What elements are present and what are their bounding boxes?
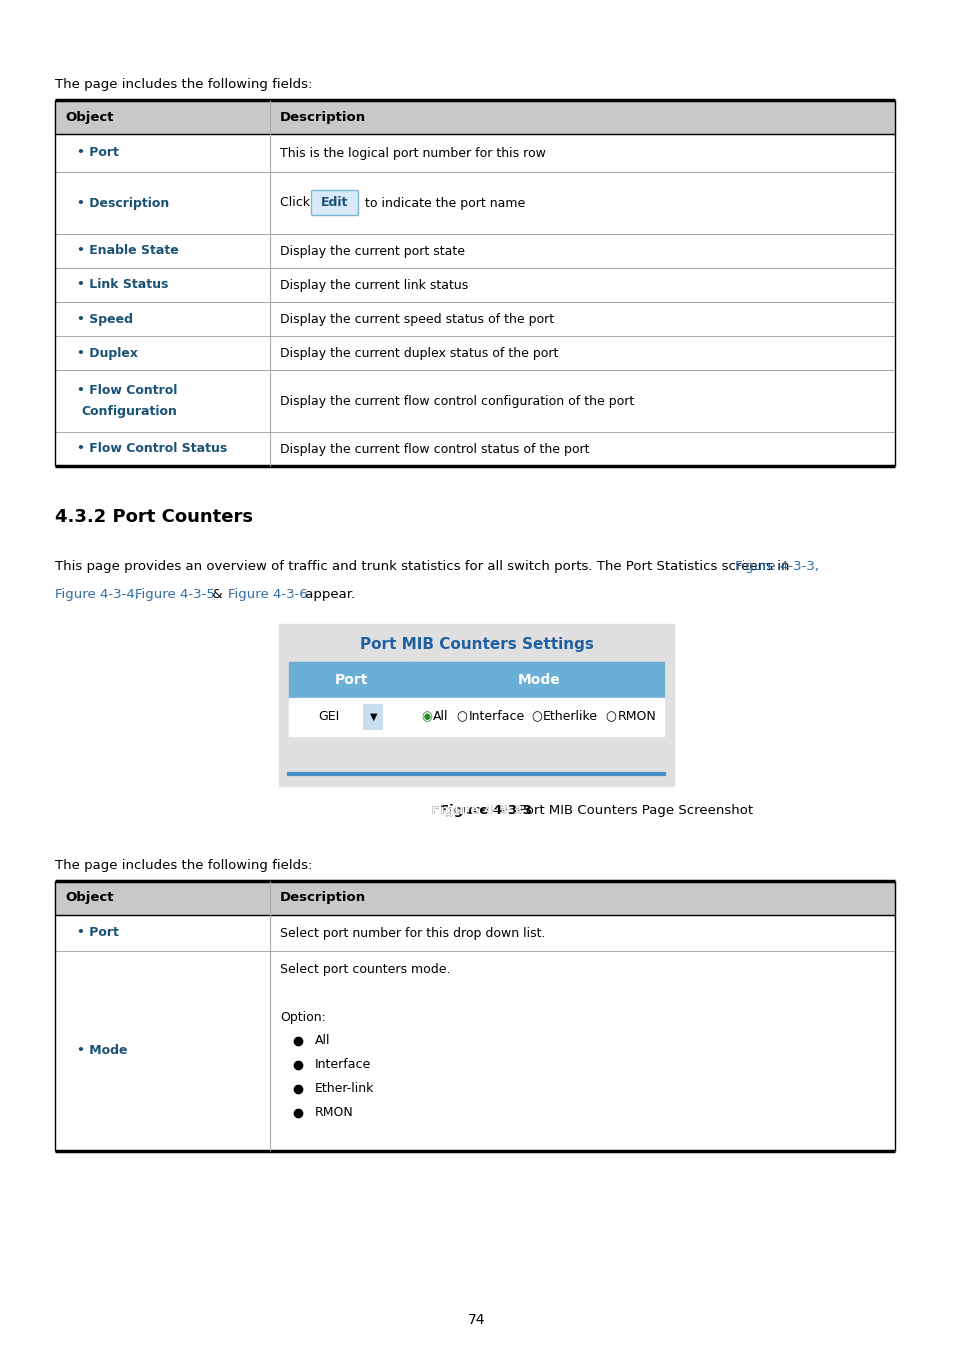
Text: Port MIB Counters Settings: Port MIB Counters Settings [359, 636, 594, 652]
Text: Object: Object [65, 891, 113, 904]
Text: Figure 4-3-4,: Figure 4-3-4, [55, 589, 139, 601]
Text: • Enable State: • Enable State [77, 244, 178, 258]
Bar [363, 703, 383, 730]
Text: Select port number for this drop down list.: Select port number for this drop down li… [280, 926, 545, 940]
Bar [294, 703, 383, 730]
Text: Interface: Interface [468, 710, 524, 724]
Text: Display the current flow control status of the port: Display the current flow control status … [280, 443, 589, 455]
Text: 74: 74 [468, 1314, 485, 1327]
Text: • Flow Control Status: • Flow Control Status [77, 443, 227, 455]
Text: Select port counters mode.: Select port counters mode. [280, 963, 450, 976]
Bar [289, 698, 664, 736]
Text: Display the current speed status of the port: Display the current speed status of the … [280, 312, 554, 325]
Text: Ether-link: Ether-link [314, 1083, 374, 1095]
Text: Figure 4-3-5: Figure 4-3-5 [135, 589, 214, 601]
Text: ◉: ◉ [421, 710, 432, 724]
Text: The page includes the following fields:: The page includes the following fields: [55, 78, 312, 90]
Text: Display the current link status: Display the current link status [280, 278, 468, 292]
Text: RMON: RMON [314, 1107, 354, 1119]
Bar [55, 100, 894, 134]
Text: Mode: Mode [517, 674, 559, 687]
Text: RMON: RMON [618, 710, 656, 724]
Text: Etherlike: Etherlike [542, 710, 598, 724]
Bar [55, 882, 894, 915]
Text: Display the current flow control configuration of the port: Display the current flow control configu… [280, 394, 634, 408]
FancyBboxPatch shape [312, 190, 358, 216]
Text: appear.: appear. [301, 589, 355, 601]
Text: • Port: • Port [77, 147, 119, 159]
Text: Figure 4-3-3: Figure 4-3-3 [431, 805, 522, 817]
Text: • Flow Control: • Flow Control [77, 383, 177, 397]
Text: GEI: GEI [317, 710, 338, 724]
Text: This is the logical port number for this row: This is the logical port number for this… [280, 147, 545, 159]
Text: Click: Click [280, 197, 314, 209]
Text: Display the current duplex status of the port: Display the current duplex status of the… [280, 347, 558, 359]
Text: Object: Object [65, 111, 113, 123]
Text: &: & [208, 589, 227, 601]
Text: Figure 4-3-6: Figure 4-3-6 [228, 589, 308, 601]
Text: Configuration: Configuration [81, 405, 176, 418]
Text: to indicate the port name: to indicate the port name [365, 197, 525, 209]
Text: Option:: Option: [280, 1011, 326, 1023]
Text: Figure 4-3-3,: Figure 4-3-3, [734, 560, 818, 572]
Text: All: All [433, 710, 448, 724]
Text: ○: ○ [605, 710, 616, 724]
Text: Figure 4-3-3: Figure 4-3-3 [431, 805, 522, 817]
Text: • Link Status: • Link Status [77, 278, 168, 292]
Text: Figure 4-3-3: Figure 4-3-3 [439, 805, 531, 817]
Text: Description: Description [280, 111, 366, 123]
Text: Interface: Interface [314, 1058, 371, 1072]
Text: • Duplex: • Duplex [77, 347, 138, 359]
Text: Description: Description [280, 891, 366, 904]
Text: Display the current port state: Display the current port state [280, 244, 464, 258]
Text: This page provides an overview of traffic and trunk statistics for all switch po: This page provides an overview of traffi… [55, 560, 793, 572]
Text: Port MIB Counters Page Screenshot: Port MIB Counters Page Screenshot [514, 805, 753, 817]
Text: ○: ○ [531, 710, 541, 724]
Text: • Mode: • Mode [77, 1045, 128, 1057]
Text: • Port: • Port [77, 926, 119, 940]
Text: ○: ○ [456, 710, 467, 724]
Text: ▼: ▼ [370, 711, 376, 722]
Text: The page includes the following fields:: The page includes the following fields: [55, 859, 312, 872]
Text: Edit: Edit [321, 197, 349, 209]
Text: • Speed: • Speed [77, 312, 132, 325]
Text: All: All [314, 1034, 330, 1048]
Bar [279, 624, 674, 786]
Text: Port: Port [335, 674, 368, 687]
Text: 4.3.2 Port Counters: 4.3.2 Port Counters [55, 508, 253, 526]
Text: • Description: • Description [77, 197, 169, 209]
Bar [289, 662, 664, 698]
